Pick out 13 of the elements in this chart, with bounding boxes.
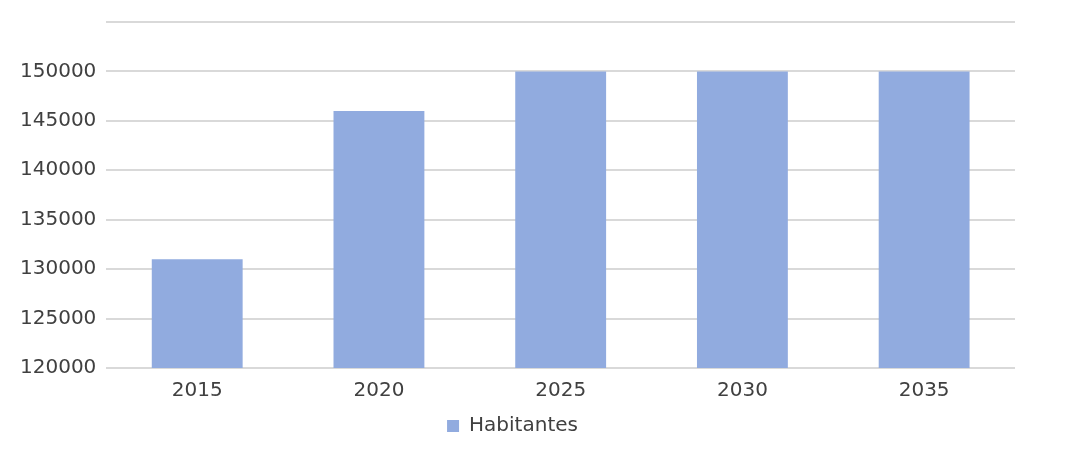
x-tick-label: 2035 bbox=[898, 377, 950, 402]
x-tick-label: 2020 bbox=[353, 377, 405, 402]
x-tick-label: 2030 bbox=[716, 377, 768, 402]
legend-label: Habitantes bbox=[469, 412, 578, 437]
x-tick-label: 2015 bbox=[171, 377, 223, 402]
y-tick-label: 135000 bbox=[19, 205, 97, 230]
y-tick-label: 125000 bbox=[19, 304, 97, 329]
y-tick-label: 120000 bbox=[19, 354, 97, 379]
y-tick-label: 130000 bbox=[19, 255, 97, 280]
x-tick-label: 2025 bbox=[535, 377, 587, 402]
y-tick-label: 140000 bbox=[19, 156, 97, 181]
y-tick-label: 145000 bbox=[19, 107, 97, 132]
y-tick-label: 150000 bbox=[19, 57, 97, 82]
